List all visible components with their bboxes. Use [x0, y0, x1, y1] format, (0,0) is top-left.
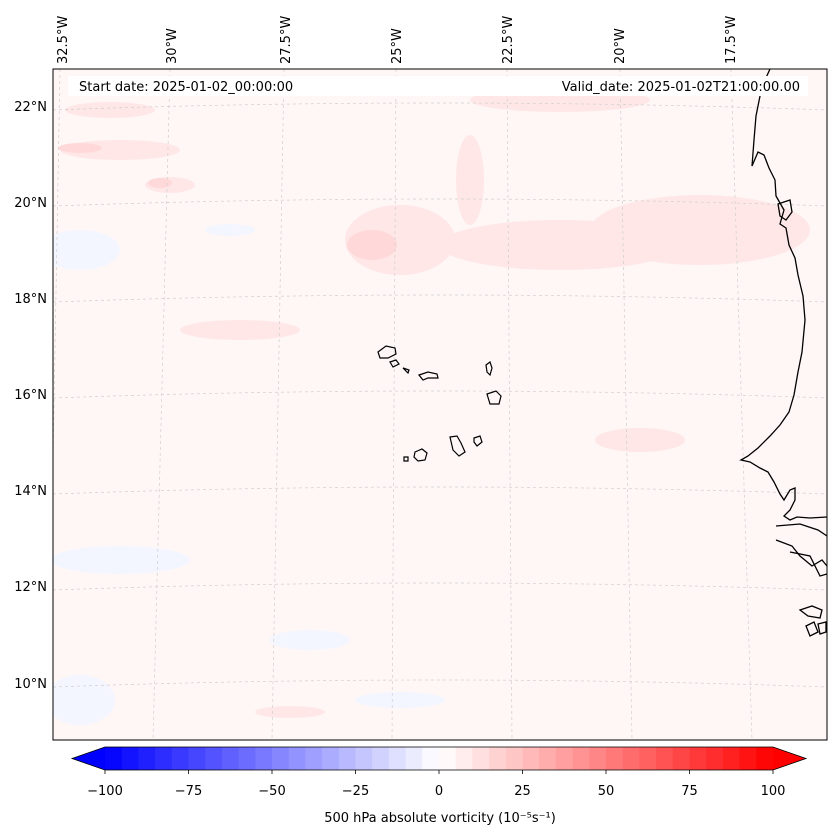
colorbar-segment	[572, 747, 590, 770]
colorbar-tick-label: 75	[681, 784, 698, 799]
colorbar-tick-label: −25	[342, 784, 369, 799]
colorbar-tick-label: −100	[87, 784, 123, 799]
colorbar-segment	[606, 747, 624, 770]
island-santo-antao	[377, 345, 397, 359]
island-sao-nicolau	[417, 371, 439, 381]
lon-label: 30°W	[165, 28, 180, 64]
lat-label: 10°N	[14, 677, 47, 692]
lon-label: 20°W	[613, 28, 628, 64]
lon-label: 32.5°W	[56, 16, 71, 64]
colorbar: −100 −75 −50 −25 0 25 50 75 100 500 hPa absolute…	[70, 746, 808, 826]
colorbar-segment	[555, 747, 574, 770]
lat-label: 18°N	[14, 292, 47, 307]
island-boa-vista	[486, 390, 502, 405]
island-sao-vicente	[389, 359, 400, 368]
island-maio	[473, 435, 483, 447]
colorbar-tick-label: −50	[258, 784, 285, 799]
colorbar-segment	[388, 747, 407, 770]
island-sal	[485, 361, 493, 377]
colorbar-segment	[272, 747, 290, 770]
colorbar-segment	[205, 747, 223, 770]
colorbar-segment	[422, 747, 440, 770]
colorbar-extend-min	[72, 747, 105, 770]
colorbar-segments	[105, 747, 774, 770]
africa-coastline	[739, 69, 827, 637]
colorbar-segment	[338, 747, 357, 770]
colorbar-tick-label: −75	[175, 784, 202, 799]
colorbar-tick-label: 50	[598, 784, 615, 799]
colorbar-segment	[171, 747, 190, 770]
colorbar-segment	[706, 747, 724, 770]
longitude-labels: 32.5°W 30°W 27.5°W 25°W 22.5°W 20°W 17.5…	[56, 16, 739, 64]
colorbar-segment	[589, 747, 607, 770]
lat-label: 22°N	[14, 100, 47, 115]
colorbar-segment	[489, 747, 507, 770]
colorbar-segment	[188, 747, 206, 770]
colorbar-extend-max	[773, 747, 806, 770]
lon-label: 27.5°W	[279, 16, 294, 64]
latitude-labels: 22°N 20°N 18°N 16°N 14°N 12°N 10°N	[14, 100, 47, 692]
lon-label: 17.5°W	[724, 16, 739, 64]
lon-label: 25°W	[390, 28, 405, 64]
lat-label: 12°N	[14, 580, 47, 595]
lon-label: 22.5°W	[501, 16, 516, 64]
colorbar-segment	[622, 747, 640, 770]
colorbar-segment	[472, 747, 490, 770]
colorbar-segment	[689, 747, 707, 770]
colorbar-segment	[656, 747, 674, 770]
colorbar-segment	[105, 747, 123, 770]
colorbar-segment	[455, 747, 473, 770]
colorbar-segment	[505, 747, 524, 770]
colorbar-segment	[355, 747, 373, 770]
colorbar-tick-label: 100	[761, 784, 786, 799]
island-brava	[403, 456, 409, 462]
island-santiago	[449, 435, 466, 457]
colorbar-segment	[539, 747, 557, 770]
vorticity-strong-patches	[58, 143, 397, 260]
header-band	[68, 76, 808, 96]
lat-label: 20°N	[14, 196, 47, 211]
colorbar-segment	[405, 747, 423, 770]
colorbar-segment	[522, 747, 540, 770]
colorbar-segment	[439, 747, 457, 770]
colorbar-title: 500 hPa absolute vorticity (10⁻⁵s⁻¹)	[324, 811, 556, 826]
island-fogo	[413, 448, 428, 462]
map-panel	[53, 69, 827, 740]
colorbar-segment	[756, 747, 774, 770]
colorbar-segment	[322, 747, 340, 770]
colorbar-segment	[739, 747, 757, 770]
colorbar-ticks: −100 −75 −50 −25 0 25 50 75 100	[87, 770, 785, 799]
colorbar-segment	[255, 747, 273, 770]
colorbar-segment	[288, 747, 306, 770]
colorbar-segment	[305, 747, 323, 770]
vorticity-negative-patches	[53, 224, 445, 725]
graticule	[53, 69, 827, 740]
lat-label: 16°N	[14, 388, 47, 403]
map-frame	[52, 68, 828, 741]
start-date-label: Start date: 2025-01-02_00:00:00	[79, 80, 293, 95]
vorticity-field	[53, 69, 827, 740]
cape-verde-islands	[377, 345, 502, 462]
colorbar-tick-label: 0	[435, 784, 443, 799]
colorbar-segment	[121, 747, 139, 770]
colorbar-segment	[238, 747, 256, 770]
colorbar-segment	[672, 747, 691, 770]
colorbar-segment	[372, 747, 390, 770]
valid-date-label: Valid_date: 2025-01-02T21:00:00.00	[562, 80, 800, 95]
colorbar-tick-label: 25	[514, 784, 531, 799]
lat-label: 14°N	[14, 484, 47, 499]
colorbar-segment	[722, 747, 741, 770]
colorbar-segment	[639, 747, 657, 770]
island-santa-luzia	[402, 367, 410, 375]
colorbar-segment	[138, 747, 156, 770]
colorbar-segment	[155, 747, 173, 770]
colorbar-segment	[221, 747, 240, 770]
